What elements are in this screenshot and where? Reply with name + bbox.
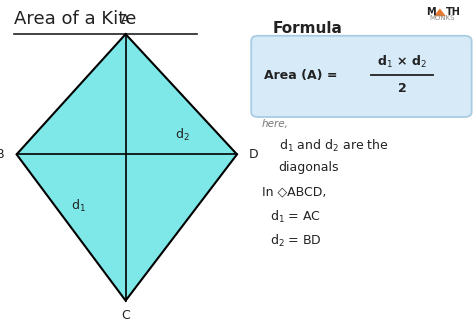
Text: B: B (0, 148, 5, 161)
Text: d$_1$: d$_1$ (71, 198, 86, 214)
Text: D: D (249, 148, 258, 161)
Text: d$_2$: d$_2$ (175, 127, 190, 143)
Polygon shape (434, 8, 446, 16)
Text: d$_1$ and d$_2$ are the: d$_1$ and d$_2$ are the (279, 138, 389, 154)
Text: d$_1$ × d$_2$: d$_1$ × d$_2$ (377, 54, 427, 71)
Text: diagonals: diagonals (279, 161, 339, 174)
Text: Area (A) =: Area (A) = (264, 69, 338, 82)
FancyBboxPatch shape (251, 36, 472, 117)
Text: C: C (121, 309, 130, 322)
Text: d$_1$ = AC: d$_1$ = AC (270, 209, 321, 225)
Text: M: M (427, 7, 436, 17)
Polygon shape (17, 34, 237, 301)
Text: A: A (121, 13, 130, 26)
Text: d$_2$ = BD: d$_2$ = BD (270, 233, 322, 249)
Text: 2: 2 (398, 82, 406, 95)
Text: Formula: Formula (273, 21, 342, 36)
Text: In ◇ABCD,: In ◇ABCD, (262, 185, 327, 198)
Text: here,: here, (262, 119, 289, 129)
Text: Area of a Kite: Area of a Kite (14, 10, 137, 28)
Text: MONKS: MONKS (429, 15, 455, 21)
Text: TH: TH (446, 7, 460, 17)
